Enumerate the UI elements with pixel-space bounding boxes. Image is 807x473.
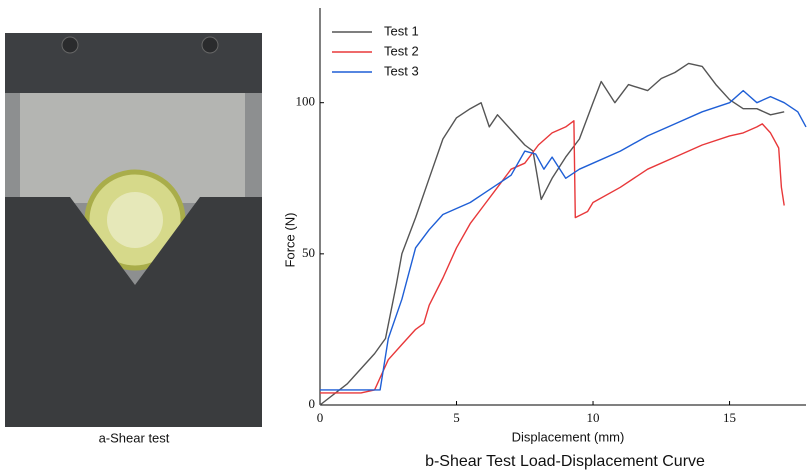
legend-label: Test 3 [384,63,419,78]
photo-caption: a-Shear test [99,430,170,445]
clamp-top [5,33,262,93]
chart: Displacement (mm) Force (N) b-Shear Test… [282,8,806,470]
x-tick-label: 0 [317,410,324,425]
y-tick-label: 50 [302,245,315,260]
x-tick-label: 15 [723,410,736,425]
v-block [5,197,262,427]
shear-photo: a-Shear test [5,33,262,445]
y-tick-label: 100 [296,94,316,109]
y-tick-label: 0 [309,396,316,411]
x-axis-label: Displacement (mm) [512,429,625,444]
screw [201,36,219,54]
legend-label: Test 1 [384,23,419,38]
data-line [320,120,785,394]
sample-core [107,192,163,248]
x-tick-label: 5 [453,410,460,425]
screw [61,36,79,54]
chart-title: b-Shear Test Load-Displacement Curve [425,453,705,470]
legend-label: Test 2 [384,43,419,58]
y-axis-label: Force (N) [282,213,297,268]
data-line [319,62,785,406]
data-line [320,89,807,391]
x-tick-label: 10 [587,410,600,425]
